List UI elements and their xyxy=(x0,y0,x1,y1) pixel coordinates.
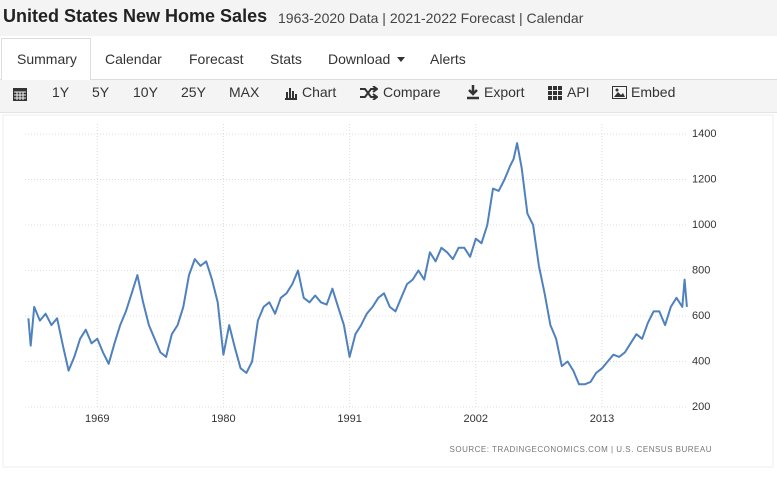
y-tick-label: 600 xyxy=(692,310,710,322)
embed-icon xyxy=(612,86,627,99)
y-tick-label: 200 xyxy=(692,401,710,413)
chart-frame xyxy=(2,114,774,468)
api-icon xyxy=(548,86,562,100)
y-tick-label: 400 xyxy=(692,355,710,367)
active-tab xyxy=(1,38,91,81)
y-tick-label: 1400 xyxy=(692,128,716,140)
compare-icon xyxy=(360,86,378,100)
export-icon xyxy=(467,85,479,100)
x-tick-label: 2002 xyxy=(464,413,488,425)
x-tick-label: 2013 xyxy=(590,413,614,425)
range-button[interactable]: 5Y xyxy=(92,84,110,100)
tab[interactable]: Stats xyxy=(270,51,302,67)
tab[interactable]: Alerts xyxy=(430,51,466,67)
tool-button[interactable]: Export xyxy=(484,84,525,100)
chart-icon xyxy=(285,88,297,100)
tab[interactable]: Summary xyxy=(17,51,77,67)
range-button[interactable]: 10Y xyxy=(133,84,158,100)
range-button[interactable]: 25Y xyxy=(181,84,206,100)
page-subtitle: 1963-2020 Data | 2021-2022 Forecast | Ca… xyxy=(278,10,584,26)
tab-bar: Summary Calendar Forecast Stats Download… xyxy=(0,38,777,81)
caret xyxy=(397,57,405,62)
tab[interactable]: Forecast xyxy=(189,51,244,67)
page-title: United States New Home Sales xyxy=(3,6,268,26)
x-tick-label: 1980 xyxy=(211,413,235,425)
header: United States New Home Sales 1963-2020 D… xyxy=(0,0,777,36)
x-tick-label: 1969 xyxy=(85,413,109,425)
y-tick-label: 800 xyxy=(692,264,710,276)
source-note: SOURCE: TRADINGECONOMICS.COM | U.S. CENS… xyxy=(450,445,712,454)
y-tick-label: 1200 xyxy=(692,173,716,185)
tab[interactable]: Download xyxy=(328,51,391,67)
tool-button[interactable]: API xyxy=(567,84,590,100)
tool-button[interactable]: Embed xyxy=(631,84,676,100)
tab[interactable]: Calendar xyxy=(105,51,162,67)
range-button[interactable]: MAX xyxy=(229,84,260,100)
tool-button[interactable]: Chart xyxy=(302,84,337,100)
y-tick-label: 1000 xyxy=(692,219,716,231)
chart: SOURCE: TRADINGECONOMICS.COM | U.S. CENS… xyxy=(2,114,774,468)
x-tick-label: 1991 xyxy=(337,413,361,425)
toolbar: 1Y 5Y 10Y 25Y MAX Chart Compare Export A… xyxy=(0,80,777,113)
range-button[interactable]: 1Y xyxy=(52,84,70,100)
tool-button[interactable]: Compare xyxy=(383,84,441,100)
series-line xyxy=(27,142,688,386)
calendar-icon[interactable] xyxy=(13,88,27,101)
